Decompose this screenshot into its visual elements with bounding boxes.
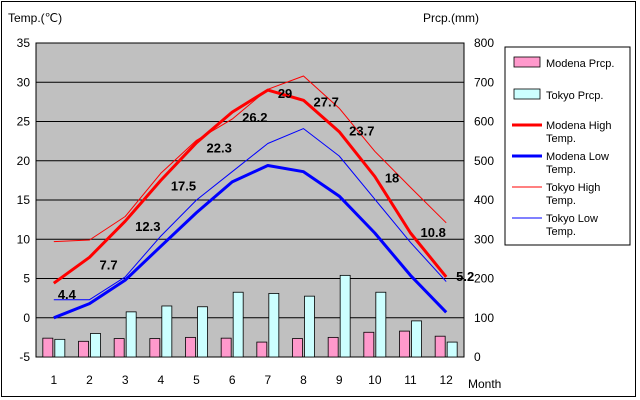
left-tick-label: 35 xyxy=(17,36,31,50)
legend-box xyxy=(504,46,631,246)
legend-tokyo-high-label-line2: Temp. xyxy=(546,195,576,207)
left-tick-label: 30 xyxy=(17,75,31,89)
tokyo-prcp-bar xyxy=(197,306,208,358)
tokyo-low-temp-line xyxy=(53,128,447,301)
tokyo-prcp-bar xyxy=(232,291,244,358)
legend-modena-high-label-line1: Modena High xyxy=(546,120,611,132)
legend-tokyo-low-label-line2: Temp. xyxy=(546,226,576,238)
x-tick-label: 10 xyxy=(368,373,382,387)
modena-prcp-bar xyxy=(42,337,54,358)
right-tick-label: 700 xyxy=(474,75,494,89)
temperature-lines xyxy=(52,75,448,320)
x-tick-label: 11 xyxy=(404,373,417,387)
legend-tokyo-prcp-label: Tokyo Prcp. xyxy=(546,90,603,102)
tokyo-prcp-bar xyxy=(411,320,422,358)
legend-tokyo-prcp-swatch xyxy=(513,88,541,100)
legend: Modena Prcp.Tokyo Prcp.Modena High Temp.M… xyxy=(504,46,631,246)
modena-high-data-label: 29 xyxy=(278,86,292,101)
x-tick-label: 4 xyxy=(157,373,164,387)
modena-low-temp-line xyxy=(53,164,448,320)
left-tick-label: 0 xyxy=(23,311,30,325)
modena-prcp-bar xyxy=(220,337,232,358)
x-tick-label: 2 xyxy=(86,373,93,387)
axes: Temp.(℃) Prcp.(mm) Month 35302520151050-… xyxy=(8,11,501,391)
modena-prcp-bar xyxy=(363,331,375,358)
legend-modena-low-label: Modena Low Temp. xyxy=(546,151,609,176)
x-tick-label: 8 xyxy=(300,373,307,387)
data-labels: 4.4 7.7 12.3 17.5 22.3 26.2 29 27.7 23.7 18 10.8 5.… xyxy=(58,86,474,302)
modena-high-data-label: 18 xyxy=(385,170,399,185)
left-tick-label: 20 xyxy=(17,154,31,168)
modena-high-data-label: 26.2 xyxy=(242,110,267,125)
modena-prcp-bar xyxy=(434,335,446,358)
modena-prcp-bar xyxy=(149,338,161,358)
tokyo-prcp-bar xyxy=(339,274,351,358)
tokyo-prcp-bar xyxy=(90,333,101,358)
modena-prcp-bar xyxy=(185,336,196,358)
x-tick-label: 1 xyxy=(50,373,57,387)
modena-high-data-label: 12.3 xyxy=(135,219,160,234)
legend-tokyo-high-label-line1: Tokyo High xyxy=(546,182,600,194)
x-tick-label: 5 xyxy=(193,373,200,387)
right-tick-label: 600 xyxy=(474,115,494,129)
legend-modena-prcp-swatch xyxy=(513,56,541,68)
legend-tokyo-low-label-line1: Tokyo Low xyxy=(546,213,598,225)
left-tick-label: 5 xyxy=(23,272,30,286)
x-tick-label: 6 xyxy=(229,373,236,387)
modena-prcp-bar xyxy=(78,340,89,358)
legend-tokyo-high-label: Tokyo High Temp. xyxy=(546,182,600,207)
right-tick-label: 400 xyxy=(474,193,494,207)
right-tick-label: 200 xyxy=(474,272,494,286)
legend-modena-low-label-line1: Modena Low xyxy=(546,151,609,163)
x-tick-label: 9 xyxy=(336,373,343,387)
modena-prcp-bar xyxy=(113,338,125,358)
tokyo-prcp-bar xyxy=(54,338,66,358)
modena-high-data-label: 7.7 xyxy=(100,257,118,272)
x-tick-label: 7 xyxy=(264,373,271,387)
right-tick-label: 100 xyxy=(474,311,494,325)
left-tick-label: 15 xyxy=(17,193,31,207)
right-tick-label: 300 xyxy=(474,232,494,246)
modena-prcp-bar xyxy=(256,341,268,358)
tokyo-prcp-bar xyxy=(446,341,458,358)
modena-high-temp-line xyxy=(52,88,448,285)
modena-prcp-bar xyxy=(327,336,339,358)
modena-high-data-label: 27.7 xyxy=(314,94,339,109)
left-tick-label: 10 xyxy=(17,232,31,246)
tokyo-prcp-bar xyxy=(125,311,137,358)
right-axis-title: Prcp.(mm) xyxy=(423,11,479,25)
tokyo-prcp-bar xyxy=(304,295,315,358)
modena-high-data-label: 17.5 xyxy=(171,178,196,193)
tokyo-prcp-bar xyxy=(161,305,173,358)
modena-high-data-label: 5.2 xyxy=(456,269,474,284)
legend-modena-high-label: Modena High Temp. xyxy=(546,120,611,145)
right-tick-label: 0 xyxy=(474,350,481,364)
legend-modena-low-label-line2: Temp. xyxy=(546,164,576,176)
modena-prcp-bar xyxy=(399,330,410,358)
right-tick-label: 800 xyxy=(474,36,494,50)
legend-modena-prcp-label: Modena Prcp. xyxy=(546,58,614,70)
left-axis-title: Temp.(℃) xyxy=(8,11,62,25)
left-tick-label: 25 xyxy=(17,115,31,129)
modena-high-data-label: 10.8 xyxy=(421,225,446,240)
modena-high-data-label: 22.3 xyxy=(207,141,232,156)
tokyo-high-temp-line xyxy=(53,75,447,243)
modena-high-data-label: 4.4 xyxy=(58,287,77,302)
x-tick-label: 12 xyxy=(439,373,453,387)
right-tick-label: 500 xyxy=(474,154,494,168)
modena-high-data-label: 23.7 xyxy=(349,124,374,139)
modena-prcp-bar xyxy=(292,338,303,358)
x-tick-label: 3 xyxy=(122,373,129,387)
tokyo-prcp-bar xyxy=(268,293,280,358)
left-tick-label: -5 xyxy=(19,350,30,364)
legend-tokyo-low-label: Tokyo Low Temp. xyxy=(546,213,598,238)
x-axis-title: Month xyxy=(468,377,501,391)
precipitation-bars xyxy=(42,274,458,358)
tokyo-prcp-bar xyxy=(375,291,387,358)
legend-modena-high-label-line2: Temp. xyxy=(546,133,576,145)
